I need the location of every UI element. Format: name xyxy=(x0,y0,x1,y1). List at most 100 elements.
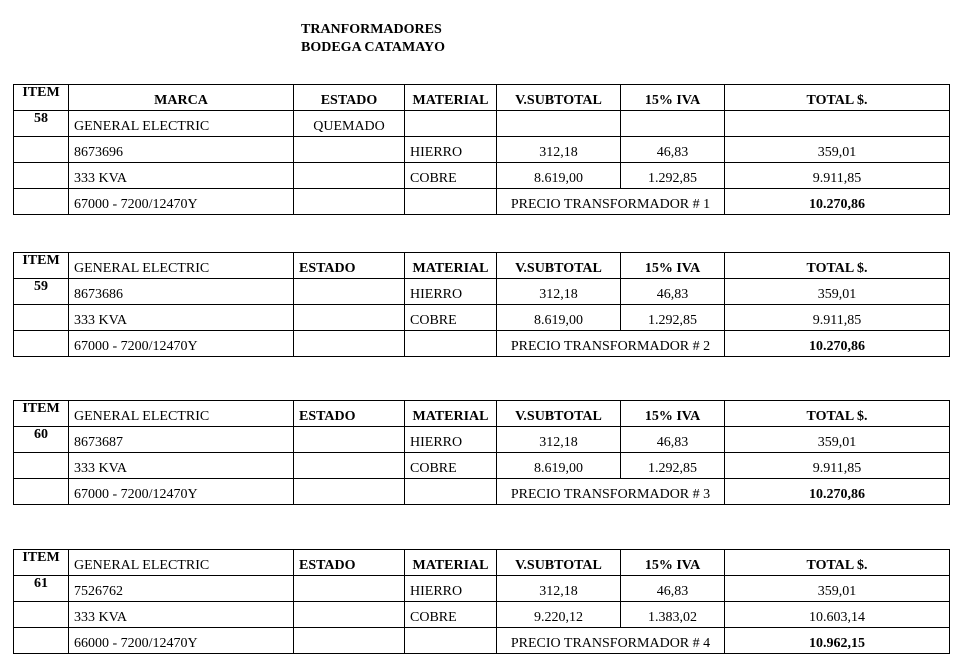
total-cell: 9.911,85 xyxy=(724,452,950,479)
item-cell xyxy=(13,162,69,189)
material-cell xyxy=(404,478,497,505)
table-row: 333 KVA COBRE 8.619,00 1.292,85 9.911,85 xyxy=(13,452,950,479)
voltage-cell: 67000 - 7200/12470Y xyxy=(68,478,294,505)
iva-cell: 46,83 xyxy=(620,575,725,602)
subtotal-cell: 312,18 xyxy=(496,136,621,163)
voltage-cell: 67000 - 7200/12470Y xyxy=(68,330,294,357)
marca-cell: GENERAL ELECTRIC xyxy=(68,400,294,427)
estado-cell xyxy=(293,478,405,505)
material-cell: HIERRO xyxy=(404,278,497,305)
iva-cell xyxy=(620,110,725,137)
subtotal-cell: 9.220,12 xyxy=(496,601,621,628)
table-row: 333 KVA COBRE 8.619,00 1.292,85 9.911,85 xyxy=(13,304,950,331)
transformer-table-61: ITEM GENERAL ELECTRIC ESTADO MATERIAL V.SUBT… xyxy=(13,549,950,654)
estado-cell xyxy=(293,601,405,628)
material-cell: HIERRO xyxy=(404,136,497,163)
material-cell: HIERRO xyxy=(404,575,497,602)
material-cell: COBRE xyxy=(404,162,497,189)
total-header: TOTAL $. xyxy=(724,549,950,576)
item-cell xyxy=(13,627,69,654)
total-header: TOTAL $. xyxy=(724,84,950,111)
marca-cell: GENERAL ELECTRIC xyxy=(68,110,294,137)
material-cell: COBRE xyxy=(404,601,497,628)
total-cell: 9.911,85 xyxy=(724,304,950,331)
price-label: PRECIO TRANSFORMADOR # 1 xyxy=(496,188,725,215)
header-row: ITEM GENERAL ELECTRIC ESTADO MATERIAL V.SUBT… xyxy=(13,549,950,576)
item-number: 61 xyxy=(13,575,69,602)
subtotal-cell: 8.619,00 xyxy=(496,304,621,331)
price-row: 67000 - 7200/12470Y PRECIO TRANSFORMADOR … xyxy=(13,330,950,357)
material-cell: COBRE xyxy=(404,452,497,479)
item-header: ITEM xyxy=(13,84,69,111)
header-row: ITEM GENERAL ELECTRIC ESTADO MATERIAL V.SUBT… xyxy=(13,400,950,427)
item-cell xyxy=(13,304,69,331)
material-cell xyxy=(404,110,497,137)
estado-cell xyxy=(293,452,405,479)
estado-cell xyxy=(293,136,405,163)
table-row: 333 KVA COBRE 9.220,12 1.383,02 10.603,14 xyxy=(13,601,950,628)
item-cell xyxy=(13,601,69,628)
material-cell xyxy=(404,188,497,215)
iva-cell: 1.292,85 xyxy=(620,162,725,189)
total-header: TOTAL $. xyxy=(724,252,950,279)
total-cell: 359,01 xyxy=(724,278,950,305)
iva-header: 15% IVA xyxy=(620,400,725,427)
material-cell: HIERRO xyxy=(404,426,497,453)
table-row: 61 7526762 HIERRO 312,18 46,83 359,01 xyxy=(13,575,950,602)
item-cell xyxy=(13,478,69,505)
material-cell xyxy=(404,330,497,357)
iva-cell: 46,83 xyxy=(620,426,725,453)
estado-cell xyxy=(293,278,405,305)
subtotal-cell: 8.619,00 xyxy=(496,162,621,189)
price-label: PRECIO TRANSFORMADOR # 2 xyxy=(496,330,725,357)
item-cell xyxy=(13,188,69,215)
estado-header: ESTADO xyxy=(293,84,405,111)
table-row: 8673696 HIERRO 312,18 46,83 359,01 xyxy=(13,136,950,163)
iva-cell: 1.383,02 xyxy=(620,601,725,628)
item-cell xyxy=(13,452,69,479)
total-cell: 9.911,85 xyxy=(724,162,950,189)
header-row: ITEM GENERAL ELECTRIC ESTADO MATERIAL V.SUBT… xyxy=(13,252,950,279)
iva-header: 15% IVA xyxy=(620,84,725,111)
marca-cell: 8673687 xyxy=(68,426,294,453)
document-subtitle: BODEGA CATAMAYO xyxy=(301,40,446,55)
subtotal-cell: 312,18 xyxy=(496,575,621,602)
item-number: 58 xyxy=(13,110,69,137)
total-cell xyxy=(724,110,950,137)
marca-header: MARCA xyxy=(68,84,294,111)
total-cell: 359,01 xyxy=(724,136,950,163)
estado-cell xyxy=(293,304,405,331)
table-row: 60 8673687 HIERRO 312,18 46,83 359,01 xyxy=(13,426,950,453)
total-cell: 359,01 xyxy=(724,426,950,453)
estado-cell: QUEMADO xyxy=(293,110,405,137)
total-cell: 10.603,14 xyxy=(724,601,950,628)
total-cell: 359,01 xyxy=(724,575,950,602)
price-label: PRECIO TRANSFORMADOR # 4 xyxy=(496,627,725,654)
subtotal-header: V.SUBTOTAL xyxy=(496,549,621,576)
marca-cell: GENERAL ELECTRIC xyxy=(68,252,294,279)
item-cell xyxy=(13,136,69,163)
material-cell: COBRE xyxy=(404,304,497,331)
item-number: 60 xyxy=(13,426,69,453)
price-total: 10.270,86 xyxy=(724,478,950,505)
estado-cell xyxy=(293,627,405,654)
marca-cell: 333 KVA xyxy=(68,601,294,628)
estado-cell xyxy=(293,330,405,357)
estado-header: ESTADO xyxy=(293,400,405,427)
price-row: 67000 - 7200/12470Y PRECIO TRANSFORMADOR … xyxy=(13,188,950,215)
estado-cell xyxy=(293,162,405,189)
price-row: 67000 - 7200/12470Y PRECIO TRANSFORMADOR … xyxy=(13,478,950,505)
material-header: MATERIAL xyxy=(404,252,497,279)
iva-cell: 46,83 xyxy=(620,136,725,163)
voltage-cell: 66000 - 7200/12470Y xyxy=(68,627,294,654)
marca-cell: 333 KVA xyxy=(68,304,294,331)
subtotal-cell: 312,18 xyxy=(496,278,621,305)
marca-cell: 8673686 xyxy=(68,278,294,305)
marca-cell: 333 KVA xyxy=(68,162,294,189)
marca-cell: 8673696 xyxy=(68,136,294,163)
subtotal-header: V.SUBTOTAL xyxy=(496,400,621,427)
subtotal-header: V.SUBTOTAL xyxy=(496,252,621,279)
price-label: PRECIO TRANSFORMADOR # 3 xyxy=(496,478,725,505)
total-header: TOTAL $. xyxy=(724,400,950,427)
price-total: 10.962,15 xyxy=(724,627,950,654)
